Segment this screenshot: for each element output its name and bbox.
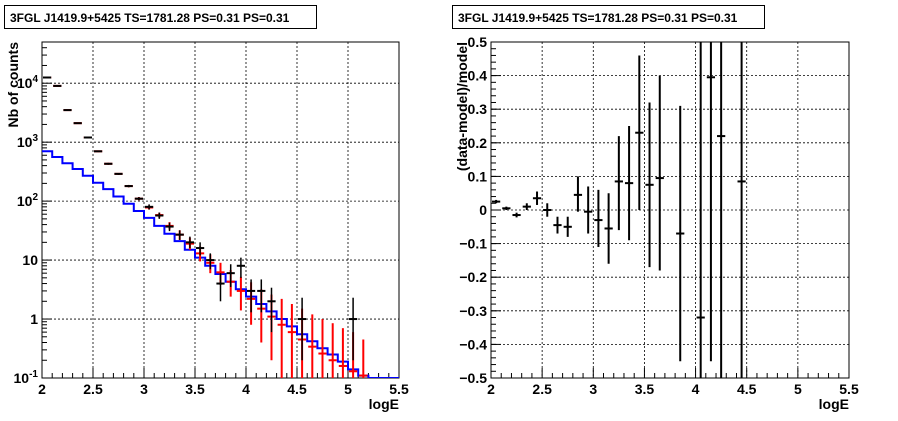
- y-axis-title: Nb of counts: [5, 42, 21, 128]
- data-point: [124, 184, 133, 188]
- y-tick-label: −0.2: [459, 269, 487, 285]
- red-point: [287, 303, 296, 378]
- data-point: [104, 162, 113, 165]
- data-point: [226, 264, 235, 287]
- residual-point: [645, 102, 654, 268]
- data-point: [43, 76, 52, 79]
- x-tick-label: 2.5: [532, 381, 552, 397]
- data-point: [83, 136, 92, 139]
- y-tick-label: 0.1: [468, 168, 488, 184]
- red-point: [277, 298, 286, 378]
- data-point: [257, 279, 266, 313]
- data-point: [165, 222, 174, 232]
- x-axis-title: logE: [819, 396, 849, 412]
- x-tick-label: 2: [38, 381, 46, 397]
- y-tick-label: 0.4: [468, 68, 488, 84]
- y-tick-label: −0.3: [459, 303, 487, 319]
- y-tick-label: 102: [17, 192, 39, 209]
- right-chart-title: 3FGL J1419.9+5425 TS=1781.28 PS=0.31 PS=…: [452, 5, 765, 29]
- y-tick-label: 0: [479, 202, 487, 218]
- residual-point: [717, 42, 726, 378]
- red-point: [318, 319, 327, 378]
- model-histogram: [42, 150, 399, 378]
- y-tick-label: −0.5: [459, 370, 487, 386]
- y-tick-label: −0.1: [459, 236, 487, 252]
- residual-point: [624, 126, 634, 241]
- x-tick-label: 4: [692, 381, 700, 397]
- residual-point: [604, 193, 613, 264]
- residual-point: [584, 186, 593, 234]
- y-tick-label: 1: [30, 311, 38, 327]
- data-point: [206, 253, 215, 270]
- data-point: [196, 242, 205, 256]
- left-chart-title: 3FGL J1419.9+5425 TS=1781.28 PS=0.31 PS=…: [4, 5, 317, 29]
- data-point: [73, 122, 82, 125]
- residual-point: [676, 105, 685, 362]
- y-tick-label: 0.5: [468, 34, 488, 50]
- residual-point: [635, 55, 644, 210]
- residual-point: [522, 203, 531, 210]
- data-point: [114, 172, 123, 175]
- residual-point: [563, 216, 572, 237]
- residual-point: [543, 203, 552, 217]
- red-point: [328, 323, 337, 378]
- x-tick-label: 2.5: [83, 381, 103, 397]
- red-point: [338, 328, 347, 378]
- residual-point: [532, 191, 542, 205]
- x-tick-label: 4: [242, 381, 250, 397]
- plot-frame: [41, 41, 400, 379]
- residual-point: [502, 206, 511, 210]
- residual-point: [706, 42, 716, 362]
- data-point: [349, 297, 358, 361]
- residual-point: [614, 136, 623, 231]
- y-tick-label: 10-1: [14, 369, 39, 386]
- residual-point: [696, 42, 705, 378]
- data-point: [247, 279, 256, 313]
- x-tick-label: 5.5: [839, 381, 859, 397]
- y-tick-label: 0.3: [468, 101, 488, 117]
- red-point: [308, 314, 317, 378]
- data-point: [175, 230, 184, 240]
- x-tick-label: 4.5: [287, 381, 307, 397]
- data-point: [185, 236, 194, 249]
- y-tick-label: 0.2: [468, 135, 488, 151]
- y-tick-label: 103: [17, 133, 39, 150]
- data-point: [63, 109, 72, 112]
- data-point: [236, 257, 245, 278]
- residual-point: [553, 216, 562, 234]
- left-plot-area: [42, 76, 399, 378]
- residual-point: [594, 189, 603, 247]
- red-point: [236, 276, 245, 311]
- x-tick-label: 3.5: [185, 381, 205, 397]
- data-point: [134, 197, 143, 201]
- x-tick-label: 2: [487, 381, 495, 397]
- y-tick-label: −0.4: [459, 336, 487, 352]
- data-point: [94, 150, 103, 153]
- y-axis-title: (data-model)/model: [454, 42, 470, 171]
- x-tick-label: 5: [344, 381, 352, 397]
- residual-point: [655, 75, 664, 271]
- x-tick-label: 3: [140, 381, 148, 397]
- x-tick-label: 3.5: [635, 381, 655, 397]
- y-tick-label: 10: [22, 252, 38, 268]
- data-point: [53, 84, 62, 87]
- x-tick-label: 5: [794, 381, 802, 397]
- red-point: [359, 339, 368, 378]
- residuals-panel: 2 2.5 3 3.5 4 4.5 5 5.5 −0.5 −0.4 −0.3 −0.2 −0.1 0 0.1…: [454, 34, 859, 412]
- x-tick-label: 5.5: [389, 381, 409, 397]
- residual-point: [573, 176, 583, 212]
- data-point: [267, 287, 276, 333]
- data-point: [145, 204, 154, 210]
- x-tick-label: 4.5: [737, 381, 757, 397]
- data-point: [155, 212, 164, 219]
- residual-point: [492, 199, 501, 204]
- residual-point: [737, 42, 746, 378]
- residual-point: [512, 212, 521, 218]
- x-tick-label: 3: [589, 381, 597, 397]
- data-point: [298, 297, 307, 361]
- x-axis-title: logE: [369, 396, 399, 412]
- data-point: [216, 273, 225, 302]
